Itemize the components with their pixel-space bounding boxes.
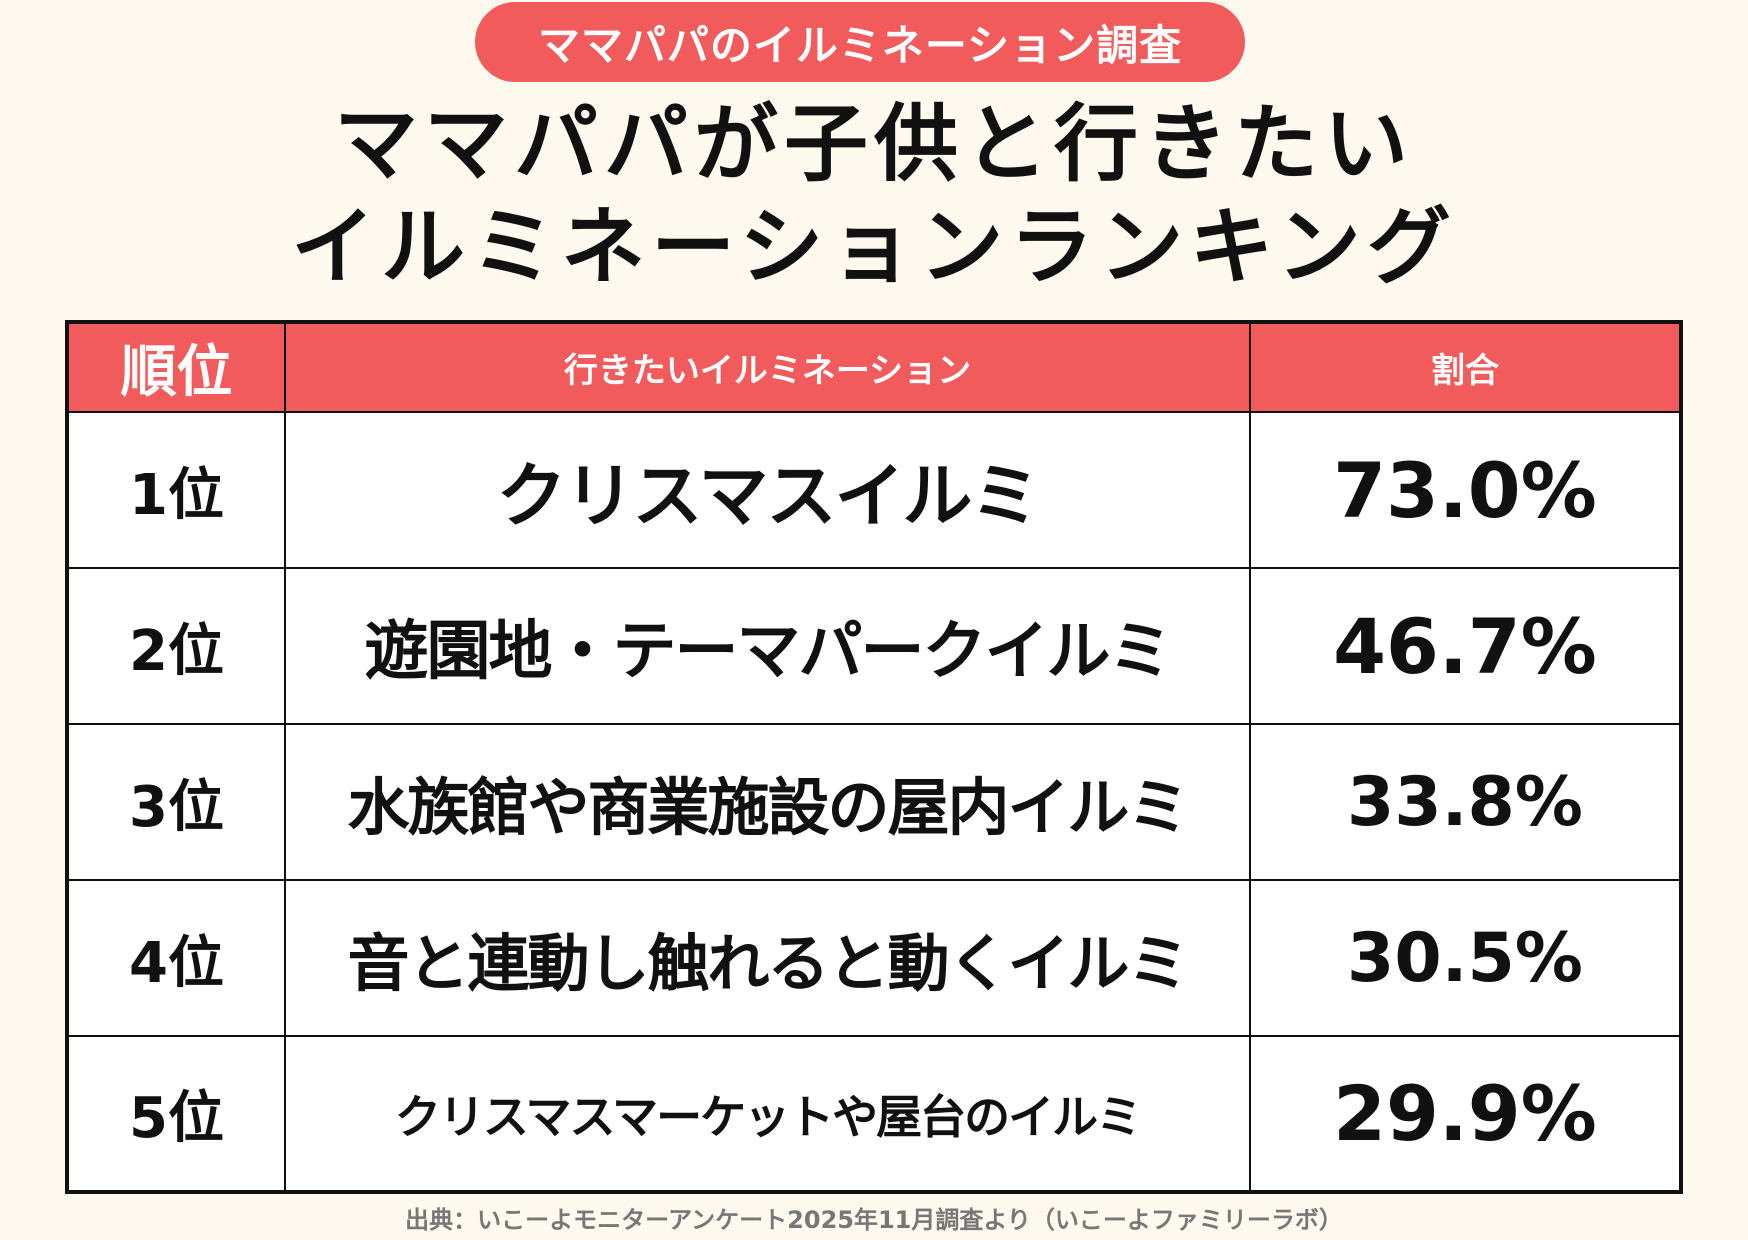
illumination-name: クリスマスイルミ	[284, 411, 1251, 569]
rank: 5位	[66, 1035, 286, 1193]
table-row: 4位 音と連動し触れると動くイルミ 30.5%	[66, 879, 1682, 1037]
table-row: 1位 クリスマスイルミ 73.0%	[66, 411, 1682, 569]
survey-badge: ママパパのイルミネーション調査	[475, 2, 1245, 82]
illumination-name: 水族館や商業施設の屋内イルミ	[284, 723, 1251, 881]
illumination-name: クリスマスマーケットや屋台のイルミ	[284, 1035, 1251, 1193]
share: 30.5%	[1249, 879, 1682, 1037]
share: 73.0%	[1249, 411, 1682, 569]
table-row: 5位 クリスマスマーケットや屋台のイルミ 29.9%	[66, 1035, 1682, 1193]
illumination-name: 音と連動し触れると動くイルミ	[284, 879, 1251, 1037]
rank: 3位	[66, 723, 286, 881]
share: 46.7%	[1249, 567, 1682, 725]
header-illumination: 行きたいイルミネーション	[284, 321, 1251, 413]
header-share: 割合	[1249, 321, 1682, 413]
illumination-name: 遊園地・テーマパークイルミ	[284, 567, 1251, 725]
share: 29.9%	[1249, 1035, 1682, 1193]
page-title-line1: ママパパが子供と行きたい	[333, 95, 1414, 193]
share: 33.8%	[1249, 723, 1682, 881]
source-note: 出典：いこーよモニターアンケート2025年11月調査より（いこーよファミリーラボ…	[405, 1206, 1343, 1234]
table-header: 順位 行きたいイルミネーション 割合	[66, 321, 1682, 413]
page-title-line2: イルミネーションランキング	[291, 198, 1457, 296]
rank: 1位	[66, 411, 286, 569]
table-row: 2位 遊園地・テーマパークイルミ 46.7%	[66, 567, 1682, 725]
header-rank: 順位	[66, 321, 286, 413]
table-row: 3位 水族館や商業施設の屋内イルミ 33.8%	[66, 723, 1682, 881]
ranking-table: 順位 行きたいイルミネーション 割合 1位 クリスマスイルミ 73.0% 2位 遊園地…	[65, 320, 1683, 1194]
rank: 2位	[66, 567, 286, 725]
rank: 4位	[66, 879, 286, 1037]
